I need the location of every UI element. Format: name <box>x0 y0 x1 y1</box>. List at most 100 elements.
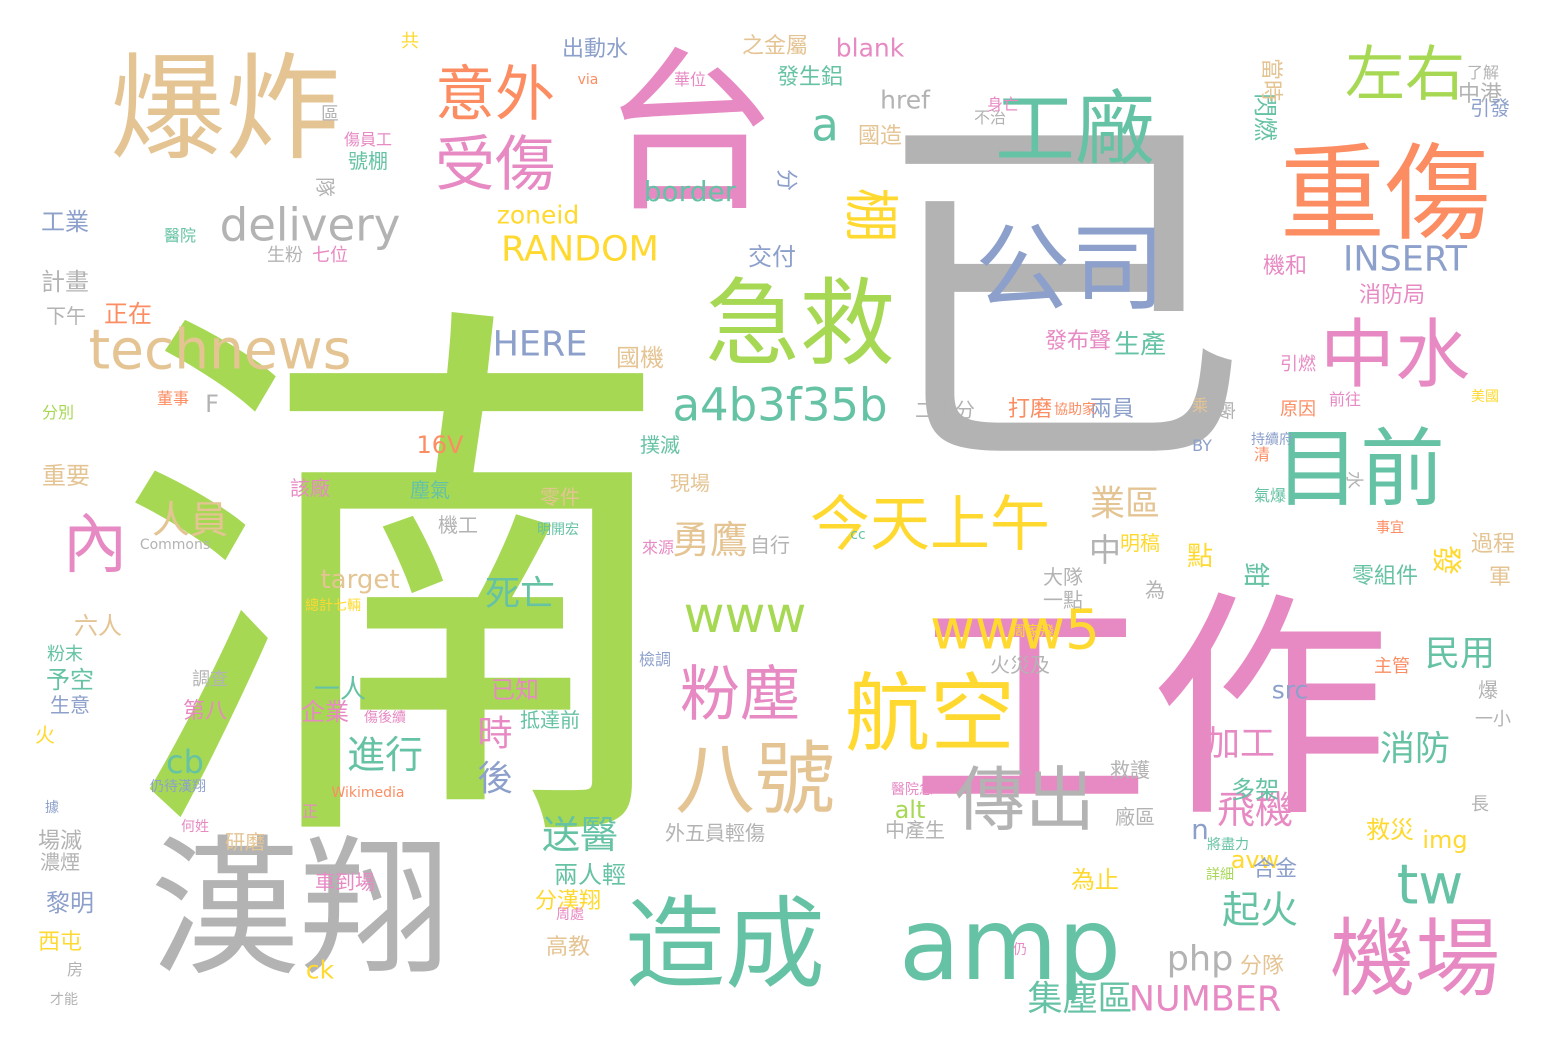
cloud-word: INSERT <box>1343 239 1467 280</box>
cloud-word: 事宜 <box>1376 520 1404 536</box>
cloud-word: 民用 <box>1424 634 1496 675</box>
cloud-word: 七位 <box>312 245 348 266</box>
cloud-word: 來源 <box>641 538 675 557</box>
cloud-word: 出動水 <box>561 37 629 62</box>
cloud-word: 詳細 <box>1206 867 1234 883</box>
cloud-word: 氣爆 <box>1253 486 1287 505</box>
cloud-word: 發生鋁 <box>776 65 844 90</box>
cloud-word: 發 <box>1428 545 1463 575</box>
cloud-word: href <box>880 85 930 115</box>
cloud-word: ck <box>305 955 335 985</box>
cloud-word: 研磨 <box>225 830 265 854</box>
cloud-word: 總計七輛 <box>305 598 361 614</box>
cloud-word: 受傷 <box>435 130 555 200</box>
cloud-word: 董事 <box>156 389 190 408</box>
cloud-word: 後 <box>477 759 513 800</box>
cloud-word: 棚 <box>838 187 903 243</box>
cloud-word: 仍待漢翔 <box>150 779 206 795</box>
cloud-word: 零組件 <box>1351 564 1419 589</box>
cloud-word: 業區 <box>1089 484 1161 525</box>
cloud-word: amp <box>898 886 1122 1003</box>
cloud-word: 不治 <box>973 108 1007 127</box>
cloud-word: 救災 <box>1366 816 1414 844</box>
cloud-word: 工廠 <box>995 83 1155 176</box>
cloud-word: 濃煙 <box>40 850 80 874</box>
cloud-word: 送醫 <box>541 813 619 857</box>
cloud-word: 該廠 <box>290 476 330 500</box>
cloud-word: 檢調 <box>638 650 672 669</box>
cloud-word: blank <box>835 33 905 63</box>
cloud-word: 房 <box>66 960 84 979</box>
cloud-word: 飛機 <box>1216 788 1294 832</box>
cloud-word: 前往 <box>1328 390 1362 409</box>
cloud-word: 時 <box>477 714 513 755</box>
cloud-word: 撲滅 <box>640 433 680 457</box>
cloud-word: cb <box>166 743 204 781</box>
cloud-word: 點 <box>1186 542 1214 572</box>
cloud-word: 兩人輕 <box>554 861 626 889</box>
cloud-word: 傳出 <box>955 759 1095 841</box>
cloud-word: 集塵區 <box>1027 979 1133 1020</box>
cloud-word: 一點 <box>1043 588 1083 612</box>
cloud-word: 已知 <box>491 676 539 704</box>
cloud-word: 火災及 <box>990 653 1050 677</box>
cloud-word: 生意 <box>50 693 90 717</box>
cloud-word: 生粉 <box>267 245 303 266</box>
cloud-word: 機場 <box>1329 910 1501 1010</box>
cloud-word: 原因 <box>1280 399 1316 420</box>
cloud-word: src <box>1271 675 1309 705</box>
cloud-word: target <box>320 565 400 595</box>
cloud-word: 大隊 <box>1043 565 1083 589</box>
cloud-word: 現場 <box>670 471 710 495</box>
cloud-word: 水 <box>1343 471 1364 489</box>
cloud-word: 台 <box>602 33 778 237</box>
cloud-word: 之金屬 <box>741 34 809 59</box>
cloud-word: 中水 <box>1319 310 1471 399</box>
cloud-word: 工業 <box>41 208 89 236</box>
cloud-word: 一小 <box>1475 709 1511 730</box>
cloud-word: 爆炸 <box>109 42 341 177</box>
cloud-word: 計畫 <box>41 268 89 296</box>
cloud-word: 下午 <box>46 304 86 328</box>
cloud-word: 抵達前 <box>520 708 580 732</box>
cloud-word: 周家飛 <box>1012 624 1054 640</box>
cloud-word: 周處 <box>556 907 584 923</box>
cloud-word: 自行 <box>750 533 790 557</box>
cloud-word: n <box>1191 813 1209 846</box>
cloud-word: 號棚 <box>348 149 388 173</box>
cloud-word: 湳 <box>115 264 675 916</box>
cloud-word: 清 <box>1253 445 1271 464</box>
cloud-word: 分別 <box>41 403 75 422</box>
cloud-word: 國機 <box>616 344 664 372</box>
cloud-word: 意外 <box>435 60 555 130</box>
cloud-word: 外五員輕傷 <box>665 821 765 845</box>
cloud-word: alt <box>894 796 926 824</box>
cloud-word: 才能 <box>50 992 78 1008</box>
cloud-word: HERE <box>492 324 588 365</box>
cloud-word: 合金 <box>1252 857 1298 882</box>
cloud-word: 航空 <box>844 665 1016 765</box>
cloud-word: 廠區 <box>1115 805 1155 829</box>
cloud-word: 身亡 <box>986 95 1020 114</box>
cloud-word: 調查 <box>192 669 228 690</box>
cloud-word: 分隊 <box>1239 954 1285 979</box>
cloud-word: 重傷 <box>1279 133 1491 256</box>
cloud-word: 進行 <box>346 733 424 777</box>
cloud-word: 共 <box>401 31 419 52</box>
cloud-word: 消防局 <box>1358 283 1426 308</box>
cloud-word: 打磨 <box>1007 397 1053 422</box>
cloud-word: 公司 <box>974 214 1166 325</box>
cloud-word: 國造 <box>857 124 903 149</box>
cloud-word: 長 <box>1471 794 1489 815</box>
cloud-word: 起火 <box>1221 888 1299 932</box>
cloud-word: 發布聲 <box>1044 329 1112 354</box>
cloud-word: 兩員 <box>1089 397 1135 422</box>
cloud-word: 勇鷹 <box>671 518 749 562</box>
cloud-word: cc <box>850 527 866 543</box>
cloud-word: 企業 <box>301 698 349 726</box>
cloud-word: 為 <box>1145 578 1165 602</box>
cloud-word: 予空 <box>46 666 94 694</box>
cloud-word: 軍 <box>1488 565 1512 590</box>
cloud-word: RANDOM <box>501 229 659 270</box>
cloud-word: 持續府 <box>1251 432 1293 448</box>
